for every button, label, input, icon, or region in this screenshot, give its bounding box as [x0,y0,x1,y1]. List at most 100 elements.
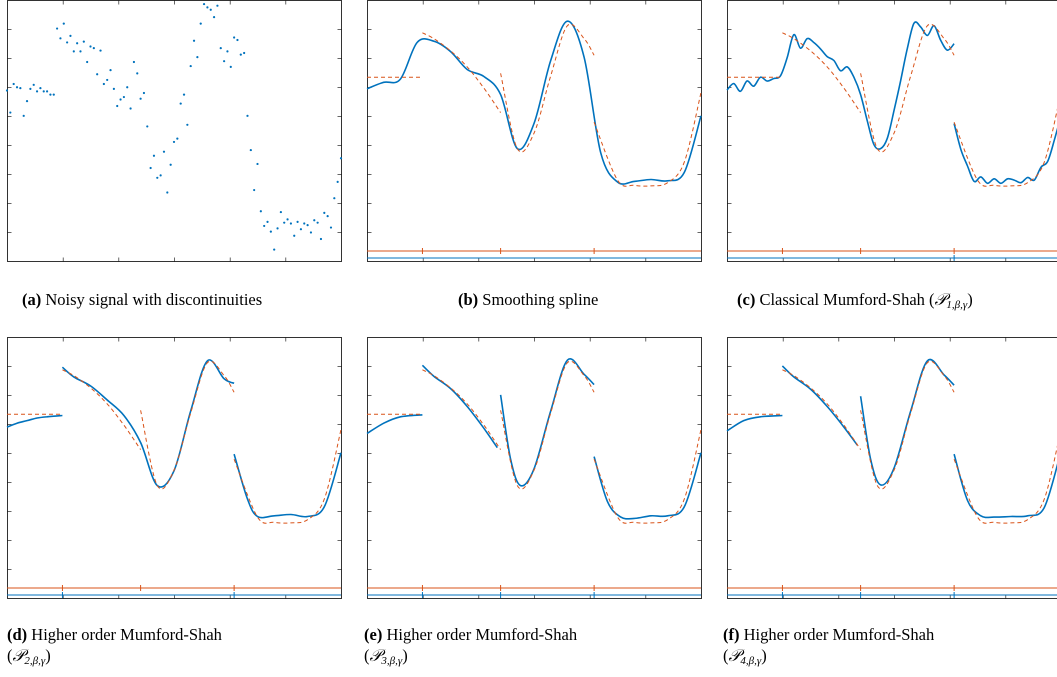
data-point [76,42,79,45]
data-point [96,73,99,76]
data-point [52,93,55,96]
caption-f-subscript: 4,β,γ [740,655,762,667]
chart-b [366,0,702,262]
estimate-segment [781,365,858,446]
caption-d-symbol: 𝒫 [12,646,25,665]
data-point [172,140,176,144]
panel-b: (b) Smoothing spline [366,0,707,330]
caption-e: (e) Higher order Mumford-Shah (𝒫3,β,γ) [364,624,577,672]
data-point [122,95,125,99]
data-point [339,157,343,160]
data-point [56,27,59,30]
ground-truth-segment [953,445,1057,524]
data-point [333,197,336,200]
data-point [15,86,19,89]
data-point [226,50,229,53]
data-point [149,166,152,170]
caption-b-tag: (b) [458,290,479,309]
data-point [166,191,169,194]
data-point [29,87,32,91]
data-point [72,50,75,53]
data-point [5,89,9,92]
data-point [236,38,239,42]
data-point [9,111,12,114]
caption-f-close: ) [761,646,767,665]
caption-e-text: Higher order Mumford-Shah [386,625,578,644]
data-point [109,69,112,72]
data-point [202,2,206,6]
data-point [126,86,129,89]
data-point [132,60,136,64]
estimate-segment [366,20,702,185]
data-point [42,90,45,93]
data-point [209,8,212,11]
estimate-segment [366,414,423,435]
data-point [316,221,319,224]
chart-d [6,337,342,599]
caption-b: (b) Smoothing spline [458,289,598,310]
estimate-segment [6,414,63,428]
data-point [296,220,299,223]
data-point [69,34,72,37]
data-point [303,222,306,225]
data-point [49,93,52,96]
data-point [246,114,249,117]
data-point [162,150,166,153]
caption-a-tag: (a) [22,290,42,309]
data-point [229,65,232,68]
caption-c-text: Classical Mumford-Shah ( [759,290,935,309]
data-point [116,104,119,108]
data-point [273,248,276,251]
caption-e-close: ) [402,646,408,665]
data-point [299,228,303,231]
caption-f-open: ( [723,646,729,665]
data-point [276,227,279,230]
data-point [179,102,182,105]
data-point [286,218,289,221]
data-point [283,221,286,224]
ground-truth-segment [782,369,862,450]
data-point [336,180,339,183]
data-point [323,211,326,214]
ground-truth-segment [500,360,595,490]
data-point [92,47,95,50]
caption-a-text: Noisy signal with discontinuities [45,290,263,309]
data-point [35,90,39,93]
data-point [89,45,92,48]
data-point [62,22,65,25]
data-point [239,53,242,56]
data-point [223,60,226,63]
data-point [82,40,85,43]
data-point [45,90,49,93]
estimate-segment [593,452,702,520]
estimate-segment [726,21,955,150]
estimate-segment [953,453,1057,519]
data-point [106,78,109,82]
caption-f-tag: (f) [723,625,740,644]
ground-truth-segment [782,32,862,113]
plot-frame [7,0,342,262]
data-point [142,91,146,95]
data-point [176,137,179,140]
estimate-segment [859,358,955,486]
chart-c [726,0,1057,262]
data-point [19,86,22,90]
caption-f: (f) Higher order Mumford-Shah (𝒫4,β,γ) [723,624,934,672]
caption-e-symbol: 𝒫 [369,646,382,665]
estimate-segment [233,452,342,519]
caption-f-text: Higher order Mumford-Shah [743,625,935,644]
chart-e [366,337,702,599]
ground-truth-segment [953,108,1057,187]
chart-a [5,0,343,262]
panel-f: (f) Higher order Mumford-Shah (𝒫4,β,γ) [723,337,1057,677]
caption-c-close: ) [967,290,973,309]
data-point [102,82,105,86]
data-point [186,123,189,126]
ground-truth-segment [422,369,502,450]
caption-b-text: Smoothing spline [482,290,599,309]
data-point [79,50,82,53]
data-point [192,39,196,42]
chart-f [726,337,1057,599]
caption-e-open: ( [364,646,370,665]
plot-frame [727,0,1057,262]
